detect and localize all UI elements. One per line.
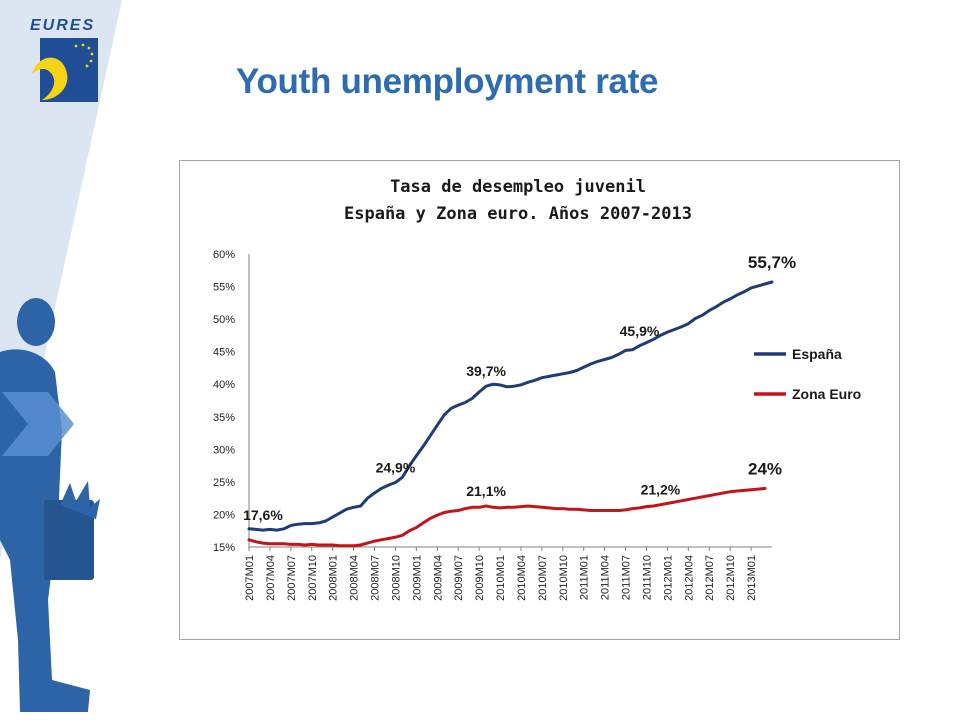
series-line-zona-euro [247, 486, 767, 548]
chart-legend: España Zona Euro [754, 346, 861, 402]
series-line-espana [247, 280, 774, 532]
x-tick-label: 2008M04 [349, 555, 361, 601]
y-tick-label: 35% [213, 412, 235, 424]
x-tick-label: 2007M07 [286, 555, 298, 601]
data-label: 24% [748, 459, 782, 478]
data-label: 24,9% [376, 460, 416, 476]
x-tick-label: 2007M01 [244, 555, 256, 601]
slide-title: Youth unemployment rate [236, 62, 659, 101]
x-tick-label: 2011M04 [600, 555, 612, 600]
legend-label: Zona Euro [792, 386, 861, 402]
y-tick-label: 40% [213, 379, 235, 391]
worker-silhouette-figure [0, 298, 100, 712]
x-tick-label: 2010M10 [558, 555, 570, 601]
y-tick-label: 30% [213, 444, 235, 456]
x-tick-label: 2013M01 [746, 555, 758, 601]
y-tick-label: 50% [213, 314, 235, 326]
annotations: 17,6% 24,9% 39,7% 45,9% 55,7% 21,1% 21,2% 24% [243, 253, 796, 523]
y-tick-label: 60% [213, 249, 235, 261]
data-label: 55,7% [748, 253, 796, 272]
data-label: 39,7% [466, 363, 506, 379]
x-axis: 2007M01 2007M04 2007M07 2007M10 2008M01 2008M… [244, 546, 772, 601]
data-label: 45,9% [620, 323, 660, 339]
x-tick-label: 2010M01 [495, 555, 507, 601]
x-tick-label: 2008M07 [370, 555, 382, 601]
y-tick-label: 55% [213, 282, 235, 294]
legend-label: España [792, 346, 842, 362]
series-layer [247, 280, 774, 548]
data-label: 21,1% [466, 483, 506, 499]
x-tick-label: 2007M04 [265, 555, 277, 601]
chart-title-line-2: España y Zona euro. Años 2007-2013 [344, 204, 692, 224]
x-tick-label: 2011M07 [621, 555, 633, 600]
x-tick-label: 2011M01 [579, 555, 591, 600]
x-tick-label: 2007M10 [307, 555, 319, 601]
x-tick-label: 2009M01 [411, 555, 423, 601]
x-tick-label: 2012M01 [662, 555, 674, 601]
data-label: 17,6% [243, 507, 283, 523]
x-tick-label: 2008M10 [390, 555, 402, 601]
chart-frame: Tasa de desempleo juvenil España y Zona … [179, 160, 900, 640]
x-tick-label: 2009M07 [453, 555, 465, 601]
x-tick-label: 2012M10 [725, 555, 737, 601]
chart-title-line-1: Tasa de desempleo juvenil [390, 177, 646, 197]
x-tick-label: 2011M10 [641, 555, 653, 600]
y-tick-label: 45% [213, 347, 235, 359]
x-tick-label: 2010M07 [537, 555, 549, 601]
x-tick-label: 2009M04 [432, 555, 444, 601]
logo-text: EURES [30, 17, 95, 34]
eures-logo: EURES [30, 17, 98, 102]
data-label: 21,2% [641, 482, 681, 498]
arrow-chevron-icon [2, 392, 74, 456]
x-tick-label: 2009M10 [474, 555, 486, 601]
y-axis: 15% 20% 25% 30% 35% 40% 45% 50% 55% 60% [213, 249, 250, 554]
x-tick-label: 2008M01 [328, 555, 340, 601]
y-tick-label: 25% [213, 477, 235, 489]
y-tick-label: 20% [213, 509, 235, 521]
y-tick-label: 15% [213, 542, 235, 554]
x-tick-label: 2012M07 [704, 555, 716, 601]
x-tick-label: 2012M04 [683, 555, 695, 601]
line-chart: Tasa de desempleo juvenil España y Zona … [213, 177, 861, 601]
x-tick-label: 2010M04 [516, 555, 528, 601]
